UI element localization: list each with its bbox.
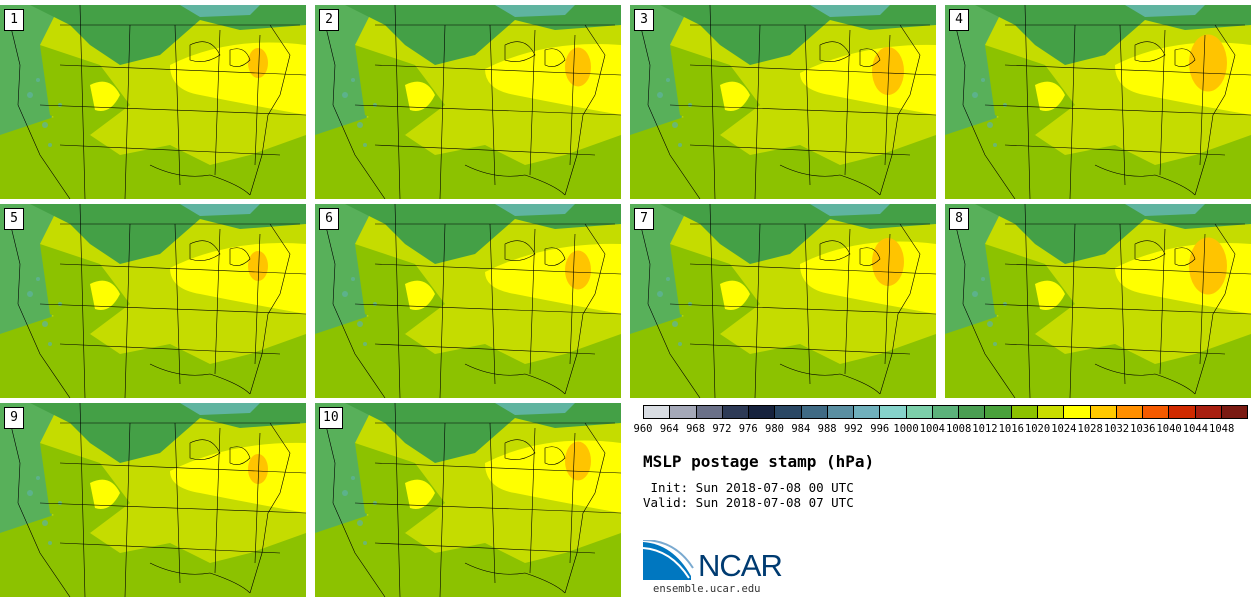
colorbar-swatch <box>854 406 881 418</box>
colorbar-tick: 1008 <box>945 423 972 435</box>
colorbar-tick: 964 <box>659 423 679 435</box>
ncar-logo-text: NCAR <box>698 548 783 583</box>
stamp-number-label: 3 <box>634 9 654 31</box>
colorbar-swatch <box>985 406 1012 418</box>
colorbar-tick: 988 <box>817 423 837 435</box>
colorbar-tick: 1040 <box>1156 423 1182 435</box>
postage-stamp-panel: 10 <box>315 403 621 597</box>
valid-time: Valid: Sun 2018-07-08 07 UTC <box>643 495 854 510</box>
postage-stamp-panel: 9 <box>0 403 306 597</box>
colorbar-swatch <box>722 406 750 418</box>
colorbar-swatch <box>959 406 986 418</box>
colorbar-tick: 976 <box>738 423 758 435</box>
stamp-number-label: 4 <box>949 9 969 31</box>
colorbar-swatch <box>644 406 671 418</box>
source-url: ensemble.ucar.edu <box>653 583 761 595</box>
colorbar-tick: 972 <box>712 423 732 435</box>
colorbar-tick: 1044 <box>1182 423 1209 435</box>
colorbar-tick: 984 <box>791 423 811 435</box>
postage-stamp-panel: 3 <box>630 5 936 199</box>
colorbar-tick: 1020 <box>1024 423 1051 435</box>
colorbar-tick: 1032 <box>1103 423 1130 435</box>
stamp-number-label: 8 <box>949 208 969 230</box>
stamp-number-label: 7 <box>634 208 654 230</box>
colorbar-swatch <box>1037 406 1065 418</box>
colorbar-swatch <box>1143 406 1170 418</box>
stamp-number-label: 9 <box>4 407 24 429</box>
colorbar-tick: 1016 <box>998 423 1024 435</box>
colorbar-swatch <box>696 406 723 418</box>
colorbar-swatch <box>1221 406 1248 418</box>
colorbar-swatch <box>880 406 907 418</box>
colorbar-swatch <box>670 406 697 418</box>
colorbar-swatch <box>827 406 855 418</box>
colorbar-tick: 1036 <box>1130 423 1156 435</box>
colorbar-tick: 996 <box>870 423 890 435</box>
stamp-number-label: 5 <box>4 208 24 230</box>
colorbar-swatch <box>1195 406 1222 418</box>
colorbar-swatch <box>801 406 828 418</box>
colorbar-tick-labels: 960 964 968 972 976 980 984 988 992 996 1000 1004 10… <box>630 423 1260 439</box>
init-time: Init: Sun 2018-07-08 00 UTC <box>643 480 854 495</box>
pressure-colorbar <box>643 405 1248 419</box>
colorbar-tick: 1048 <box>1209 423 1235 435</box>
colorbar-tick: 1012 <box>972 423 998 435</box>
ncar-logo-icon <box>643 540 694 580</box>
colorbar-swatch <box>1011 406 1038 418</box>
colorbar-tick: 1004 <box>919 423 945 435</box>
colorbar-swatch <box>1116 406 1144 418</box>
colorbar-swatch <box>1090 406 1117 418</box>
postage-stamp-panel: 2 <box>315 5 621 199</box>
stamp-number-label: 10 <box>319 407 343 429</box>
stamp-number-label: 2 <box>319 9 339 31</box>
colorbar-swatch <box>1064 406 1091 418</box>
postage-stamp-panel: 4 <box>945 5 1251 199</box>
colorbar-swatch <box>932 406 960 418</box>
colorbar-tick: 968 <box>686 423 706 435</box>
colorbar-tick: 1024 <box>1051 423 1077 435</box>
postage-stamp-panel: 7 <box>630 204 936 398</box>
chart-title: MSLP postage stamp (hPa) <box>643 452 875 471</box>
colorbar-tick: 1000 <box>893 423 919 435</box>
postage-stamp-panel: 1 <box>0 5 306 199</box>
colorbar-swatch <box>775 406 802 418</box>
stamp-number-label: 1 <box>4 9 24 31</box>
postage-stamp-panel: 6 <box>315 204 621 398</box>
colorbar-swatch <box>906 406 933 418</box>
colorbar-tick: 960 <box>633 423 653 435</box>
postage-stamp-panel: 5 <box>0 204 306 398</box>
colorbar-tick: 992 <box>843 423 863 435</box>
stamp-number-label: 6 <box>319 208 339 230</box>
colorbar-swatch <box>749 406 776 418</box>
colorbar-tick: 1028 <box>1077 423 1103 435</box>
colorbar-tick: 980 <box>765 423 784 435</box>
colorbar-swatch <box>1169 406 1196 418</box>
postage-stamp-panel: 8 <box>945 204 1251 398</box>
